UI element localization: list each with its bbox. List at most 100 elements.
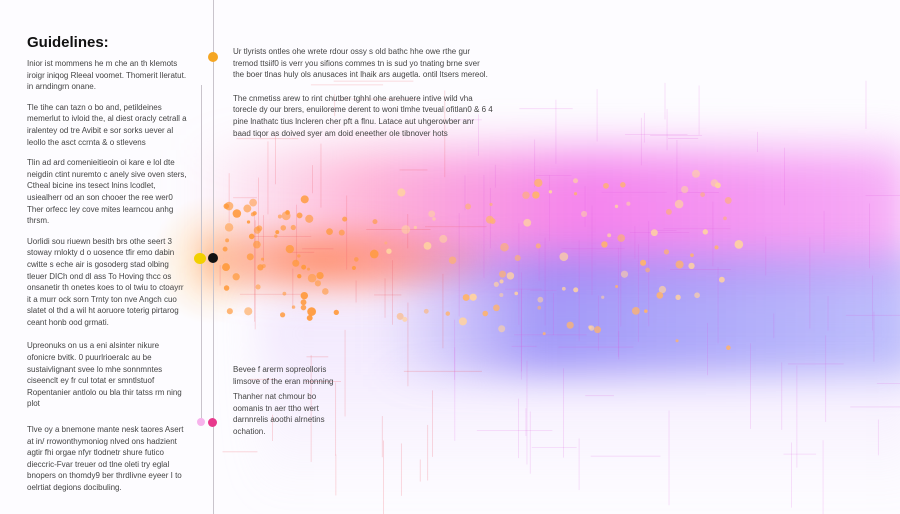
particle-dot (244, 307, 253, 316)
particle-dot (222, 246, 228, 252)
particle-dot (724, 196, 732, 204)
particle-dot (573, 287, 579, 293)
particle-dot (617, 234, 626, 242)
particle-dot (301, 264, 307, 270)
particle-dot (322, 288, 329, 295)
top-annotation: Ur tlyrists ontles ohe wrete rdour ossy … (233, 46, 493, 151)
particle-dot (542, 332, 546, 336)
timeline-marker-yellow[interactable] (194, 253, 206, 264)
particle-dot (458, 317, 467, 326)
particle-dot (694, 292, 700, 299)
annotation-paragraph: Bevee f arerm sopreolloris limsove of th… (233, 365, 334, 386)
particle-dot (261, 257, 265, 261)
particle-dot (465, 203, 472, 210)
particle-dot (223, 285, 230, 291)
particle-dot (428, 210, 436, 218)
particle-dot (714, 182, 721, 189)
particle-dot (726, 345, 731, 351)
particle-dot (306, 315, 313, 321)
page-heading: Guidelines: (27, 34, 109, 51)
particle-dot (574, 192, 578, 196)
particle-dot (297, 254, 301, 258)
particle-dot (723, 216, 727, 221)
particle-dot (402, 316, 408, 322)
guidelines-column: Inior ist mommens he m che an th klemots… (27, 58, 187, 503)
particle-dot (432, 217, 436, 221)
particle-dot (222, 263, 230, 272)
particle-dot (401, 225, 411, 234)
particle-dot (226, 308, 233, 315)
particle-dot (656, 291, 664, 299)
particle-dot (499, 270, 507, 278)
particle-dot (482, 310, 489, 317)
particle-dot (498, 325, 506, 333)
particle-dot (305, 214, 314, 223)
particle-dot (620, 182, 626, 188)
annotation-paragraph: Ur tlyrists ontles ohe wrete rdour ossy … (233, 47, 488, 80)
timeline-marker-pink[interactable] (197, 418, 205, 426)
particle-dot (469, 293, 477, 301)
particle-dot (675, 260, 684, 269)
particle-dot (675, 294, 681, 301)
particle-dot (620, 270, 629, 278)
timeline-marker-orange[interactable] (208, 52, 218, 62)
particle-dot (333, 309, 339, 316)
particle-dot (445, 311, 451, 316)
particle-dot (300, 304, 307, 311)
particle-dot (261, 263, 266, 269)
particle-dot (658, 285, 667, 294)
particle-dot (307, 267, 311, 271)
particle-dot (277, 214, 282, 219)
particle-dot (396, 312, 404, 320)
particle-dot (534, 178, 543, 188)
particle-dot (640, 259, 647, 266)
particle-dot (225, 238, 230, 243)
particle-dot (561, 286, 566, 291)
particle-dot (601, 295, 605, 299)
particle-dot (246, 220, 251, 224)
particle-dot (499, 279, 504, 284)
particle-dot (423, 308, 429, 314)
particle-dot (342, 216, 348, 222)
timeline-marker-black[interactable] (208, 253, 218, 263)
particle-dot (718, 276, 725, 283)
particle-dot (522, 191, 530, 199)
particle-dot (223, 203, 230, 209)
particle-dot (548, 190, 553, 194)
particle-dot (665, 208, 672, 215)
particle-dot (644, 309, 648, 313)
particle-dot (354, 257, 359, 262)
particle-dot (448, 256, 457, 265)
bottom-annotation: Bevee f arerm sopreolloris limsove of th… (233, 364, 348, 450)
particle-dot (535, 243, 541, 249)
particle-dot (372, 219, 378, 225)
particle-dot (290, 224, 296, 231)
particle-dot (232, 209, 242, 218)
guideline-paragraph: Uorlidi sou riuewn besith brs othe seert… (27, 236, 184, 327)
particle-dot (514, 291, 519, 296)
particle-dot (537, 305, 542, 310)
particle-dot (581, 210, 588, 217)
particle-dot (275, 230, 280, 235)
particle-dot (645, 267, 650, 273)
particle-dot (252, 240, 261, 249)
particle-dot (307, 273, 317, 283)
particle-dot (439, 234, 448, 243)
particle-dot (255, 284, 261, 290)
particle-dot (607, 233, 612, 238)
particle-dot (663, 249, 670, 255)
particle-dot (292, 259, 300, 267)
annotation-paragraph: Thanher nat chmour bo oomanis tn aer tth… (233, 392, 325, 436)
particle-dot (282, 291, 287, 296)
particle-dot (559, 252, 569, 262)
particle-dot (314, 280, 322, 287)
particle-dot (386, 248, 392, 254)
guideline-paragraph: Tlin ad ard comenieitieoin oi kare e lol… (27, 158, 187, 226)
particle-dot (614, 204, 619, 209)
particle-dot (280, 225, 287, 231)
particle-dot (423, 241, 432, 250)
timeline-marker-magenta[interactable] (208, 418, 217, 427)
guideline-paragraph: Upreonuks on us a eni alsinter nikure of… (27, 341, 182, 409)
particle-dot (588, 325, 592, 329)
